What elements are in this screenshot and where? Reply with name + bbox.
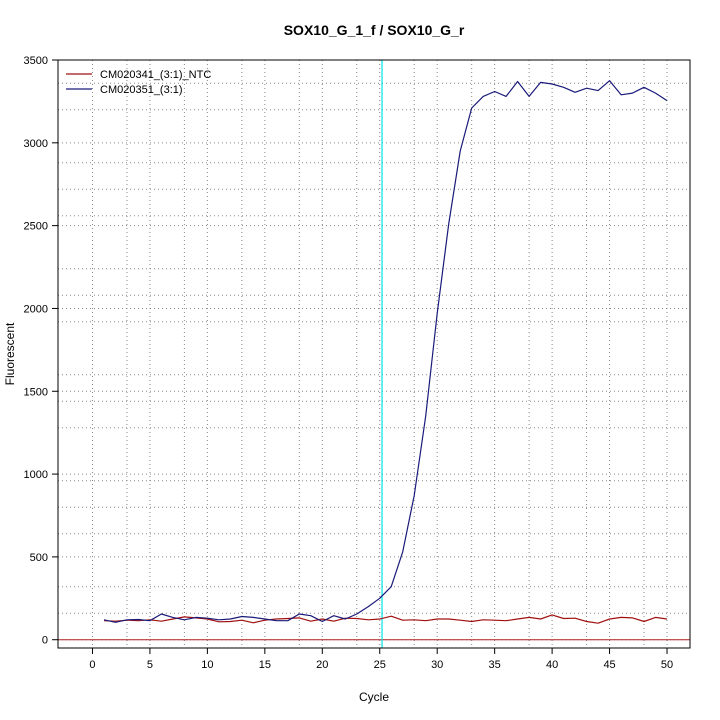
y-tick-label: 2500 (24, 221, 48, 233)
x-axis-label: Cycle (359, 690, 389, 704)
legend-entry-1: CM020341_(3:1)_NTC (100, 69, 211, 81)
y-tick-label: 1500 (24, 386, 48, 398)
reference-lines (58, 60, 690, 648)
y-tick-label: 0 (42, 635, 48, 647)
x-tick-label: 25 (374, 659, 386, 671)
x-tick-label: 10 (201, 659, 213, 671)
x-tick-label: 40 (546, 659, 558, 671)
x-tick-label: 45 (603, 659, 615, 671)
chart-title: SOX10_G_1_f / SOX10_G_r (284, 22, 465, 38)
series-line-2 (103, 80, 668, 623)
grid (58, 59, 690, 648)
legend-entry-2: CM020351_(3:1) (100, 84, 183, 96)
y-tick-label: 500 (30, 552, 48, 564)
x-tick-label: 20 (316, 659, 328, 671)
x-tick-label: 5 (147, 659, 153, 671)
x-tick-label: 30 (431, 659, 443, 671)
y-axis: 0 500 1000 1500 2000 2500 3000 3500 (24, 55, 58, 647)
legend: CM020341_(3:1)_NTC CM020351_(3:1) (66, 69, 211, 96)
y-tick-label: 2000 (24, 303, 48, 315)
plot-frame (57, 59, 691, 649)
x-tick-label: 0 (89, 659, 95, 671)
y-tick-label: 3500 (24, 55, 48, 67)
x-tick-label: 15 (259, 659, 271, 671)
y-axis-label: Fluorescent (3, 322, 17, 385)
series-lines (103, 80, 668, 624)
y-tick-label: 3000 (24, 138, 48, 150)
x-tick-label: 50 (661, 659, 673, 671)
x-tick-label: 35 (489, 659, 501, 671)
x-axis: 0 5 10 15 20 25 30 35 40 45 50 (89, 648, 673, 671)
y-tick-label: 1000 (24, 469, 48, 481)
